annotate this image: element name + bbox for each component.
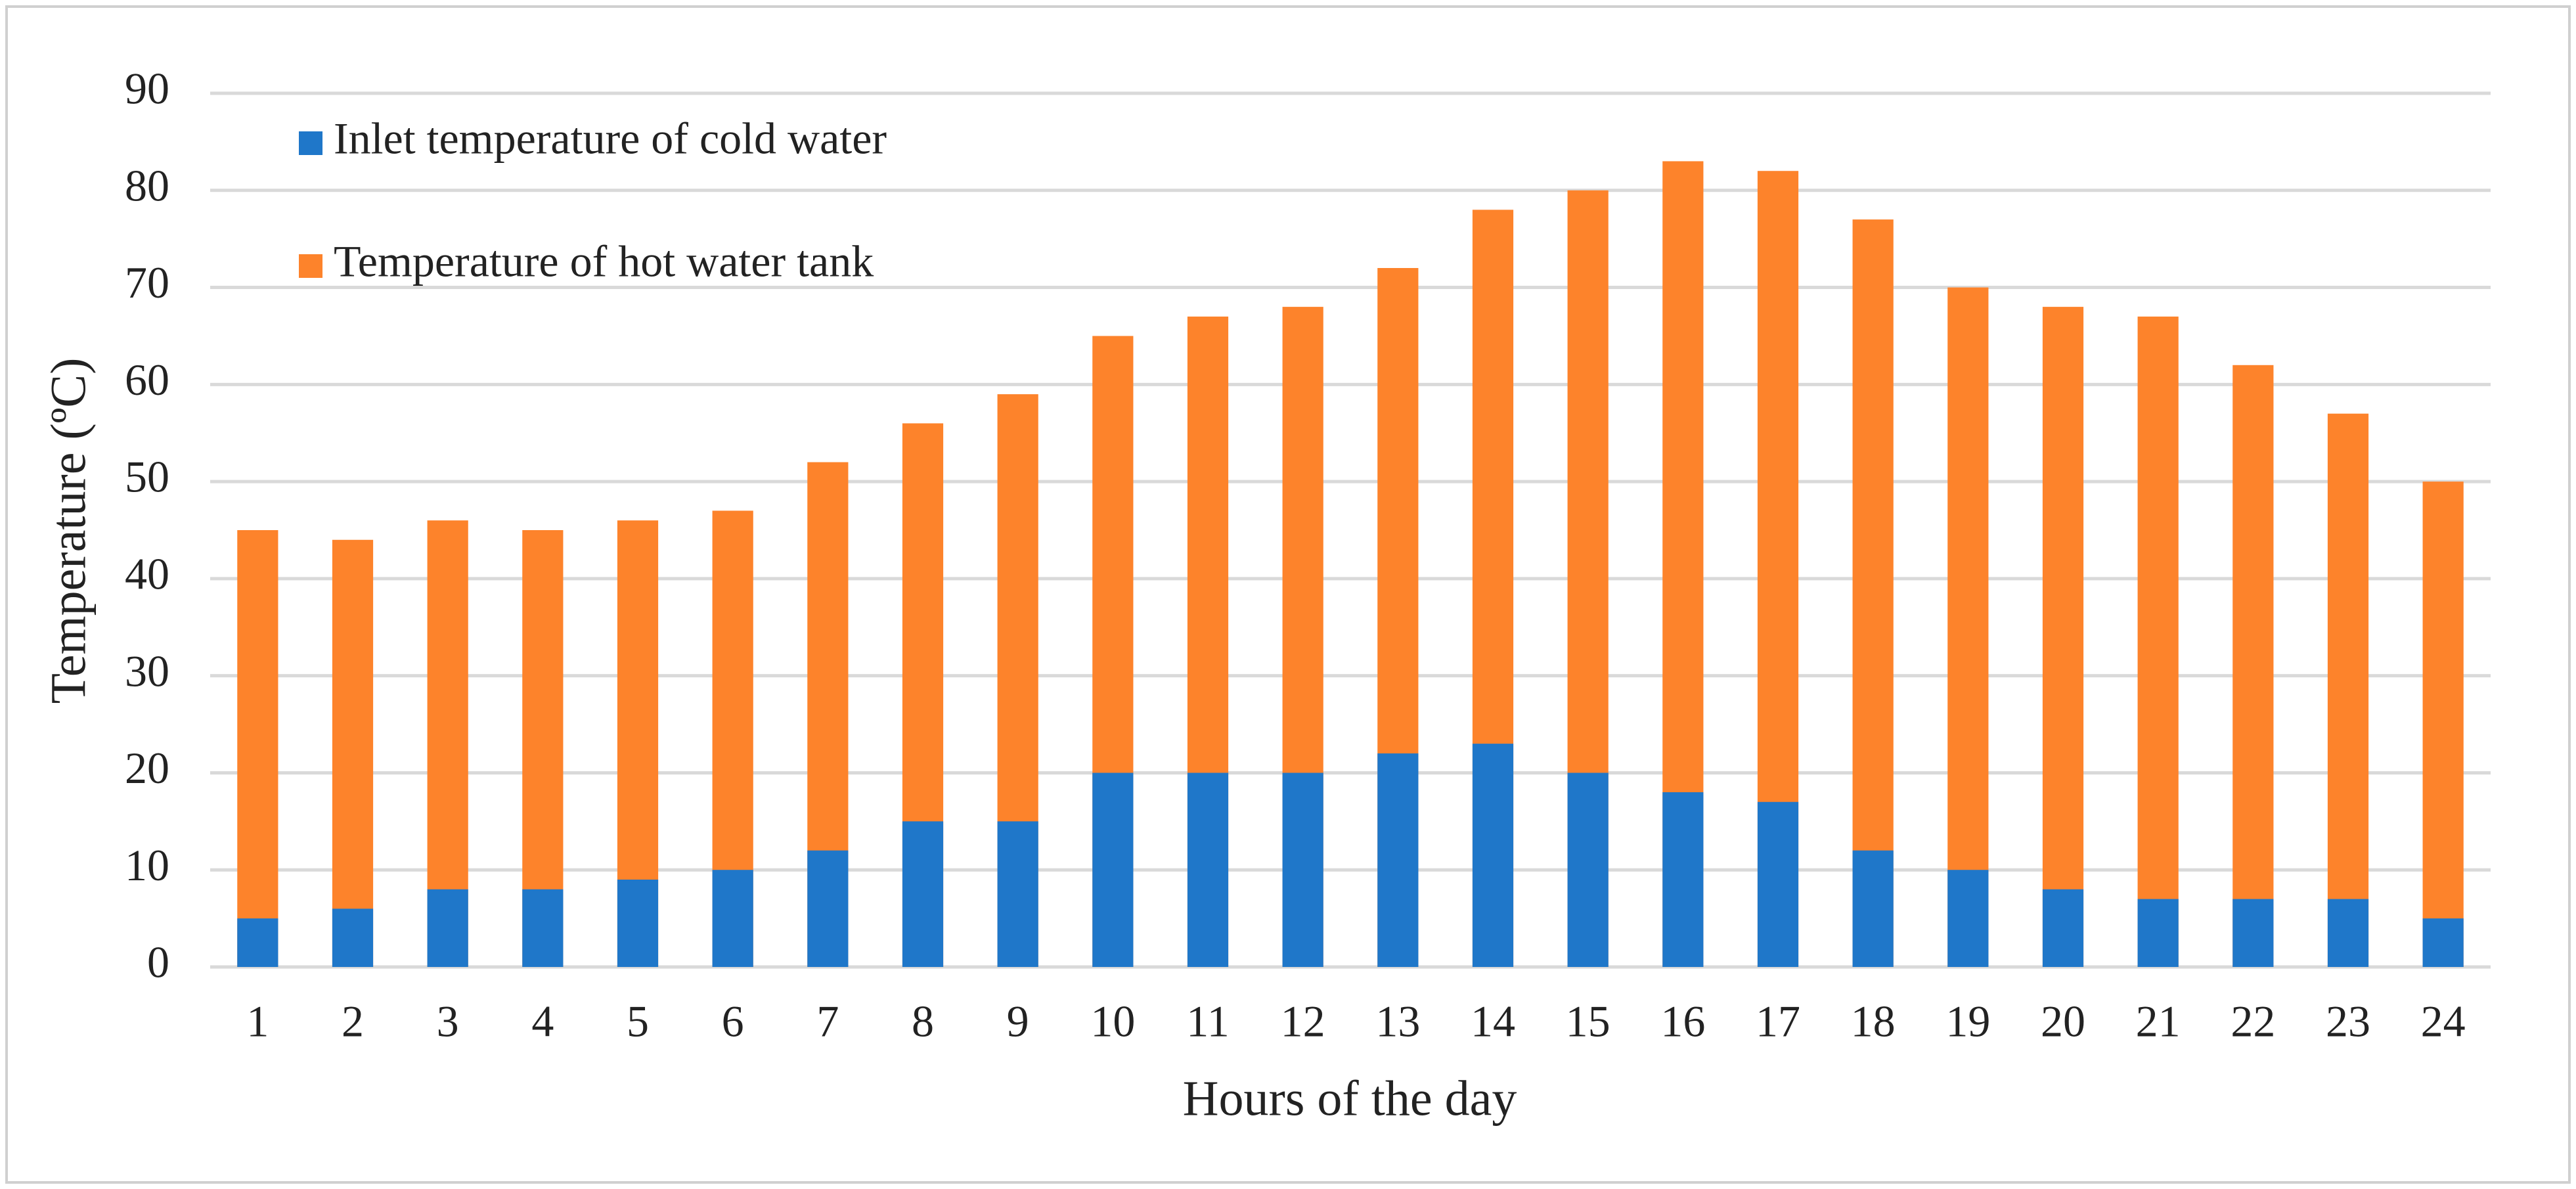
bar	[2232, 365, 2274, 967]
bar	[332, 909, 374, 967]
bar	[902, 821, 944, 967]
bar	[2422, 918, 2464, 967]
x-tick-label: 10	[1090, 997, 1135, 1046]
y-tick-label: 40	[125, 549, 169, 598]
bar	[237, 918, 278, 967]
x-tick-label: 20	[2041, 997, 2085, 1046]
bar	[1852, 219, 1894, 968]
y-tick-label: 20	[125, 743, 169, 793]
bar	[1282, 773, 1323, 967]
bar	[1947, 287, 1989, 967]
y-tick-label: 0	[147, 937, 169, 987]
bar	[1377, 753, 1419, 967]
bar	[2137, 316, 2179, 967]
bar	[1187, 773, 1229, 967]
x-tick-label: 12	[1281, 997, 1325, 1046]
x-tick-label: 24	[2421, 997, 2466, 1046]
bar	[1472, 744, 1514, 967]
legend-swatch	[299, 254, 322, 278]
bar	[1947, 870, 1989, 967]
legend-swatch	[299, 131, 322, 155]
bar	[1662, 792, 1704, 967]
bar	[1567, 773, 1609, 967]
bar	[2232, 899, 2274, 967]
bar	[237, 530, 278, 967]
bar	[2042, 307, 2084, 968]
x-tick-label: 6	[722, 997, 744, 1046]
bar	[712, 870, 753, 967]
legend-label: Inlet temperature of cold water	[334, 114, 887, 164]
bar	[332, 539, 374, 967]
x-tick-label: 5	[627, 997, 649, 1046]
y-tick-label: 50	[125, 452, 169, 502]
bar	[997, 821, 1038, 967]
x-tick-label: 13	[1375, 997, 1420, 1046]
bar	[807, 850, 849, 967]
x-tick-label: 23	[2326, 997, 2370, 1046]
x-tick-label: 17	[1756, 997, 1800, 1046]
x-tick-label: 18	[1851, 997, 1896, 1046]
x-tick-label: 7	[816, 997, 839, 1046]
bar	[2422, 482, 2464, 967]
bar	[617, 880, 659, 967]
x-tick-label: 4	[531, 997, 554, 1046]
x-tick-label: 1	[246, 997, 269, 1046]
y-tick-label: 80	[125, 160, 169, 210]
x-tick-label: 8	[912, 997, 934, 1046]
legend-label: Temperature of hot water tank	[334, 236, 874, 286]
x-tick-label: 2	[342, 997, 364, 1046]
x-tick-label: 21	[2136, 997, 2181, 1046]
x-tick-label: 14	[1471, 997, 1515, 1046]
bar	[1852, 850, 1894, 967]
bar	[1092, 773, 1134, 967]
x-tick-label: 22	[2231, 997, 2275, 1046]
bar	[2137, 899, 2179, 967]
y-tick-label: 90	[125, 64, 169, 114]
bar	[2042, 889, 2084, 967]
x-tick-label: 16	[1660, 997, 1705, 1046]
y-tick-label: 60	[125, 355, 169, 405]
bar	[2327, 899, 2369, 967]
y-tick-label: 10	[125, 840, 169, 890]
y-axis-title: Temperature (ºC)	[41, 358, 96, 704]
x-tick-label: 9	[1007, 997, 1029, 1046]
bar	[1757, 801, 1799, 967]
y-tick-label: 70	[125, 258, 169, 307]
x-tick-label: 15	[1566, 997, 1610, 1046]
bar	[427, 889, 468, 967]
y-tick-label: 30	[125, 646, 169, 696]
x-tick-label: 19	[1945, 997, 1990, 1046]
bar	[522, 889, 564, 967]
x-axis-title: Hours of the day	[1183, 1071, 1517, 1126]
bar	[2327, 413, 2369, 967]
x-tick-label: 3	[437, 997, 459, 1046]
x-tick-label: 11	[1186, 997, 1229, 1046]
